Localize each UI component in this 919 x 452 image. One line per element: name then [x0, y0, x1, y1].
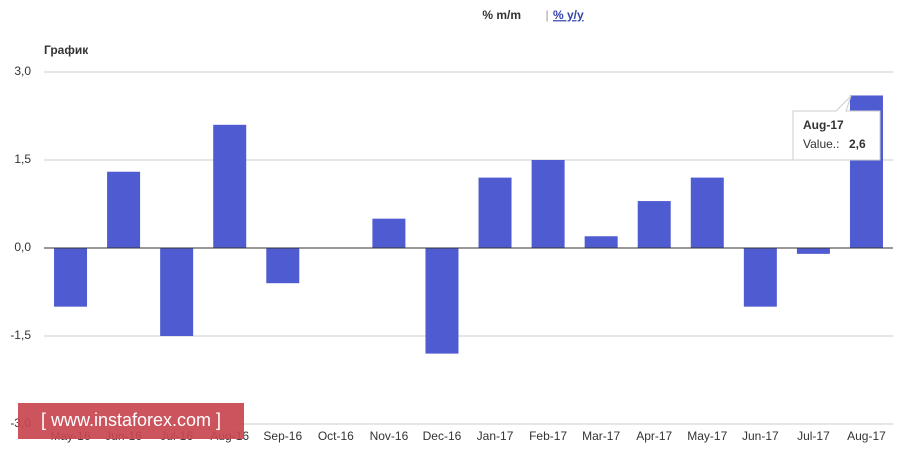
bar [796, 248, 830, 254]
bar [213, 124, 247, 248]
x-tick-label: Oct-16 [318, 429, 354, 443]
tooltip-title: Aug-17 [803, 118, 844, 132]
chart-title: График [44, 43, 89, 57]
x-tick-label: Jul-17 [797, 429, 830, 443]
tooltip-value: 2,6 [849, 137, 866, 151]
x-tick-label: Apr-17 [636, 429, 672, 443]
bar [54, 248, 88, 307]
tooltip-label: Value.: [803, 137, 839, 151]
watermark: [ www.instaforex.com ] [41, 410, 221, 430]
bar [531, 160, 565, 248]
x-tick-label: Mar-17 [582, 429, 620, 443]
x-tick-label: Jan-17 [477, 429, 514, 443]
x-tick-label: Sep-16 [263, 429, 302, 443]
x-tick-label: Feb-17 [529, 429, 567, 443]
bar [478, 177, 512, 248]
watermark-box [18, 403, 244, 439]
toggle-mm[interactable]: % m/m [482, 8, 521, 22]
y-tick-label: 0,0 [14, 240, 31, 254]
x-tick-label: Jun-17 [742, 429, 779, 443]
bar [107, 171, 141, 248]
x-tick-label: May-17 [687, 429, 727, 443]
toggle-separator: | [545, 8, 548, 22]
bar [160, 248, 194, 336]
x-tick-label: Dec-16 [423, 429, 462, 443]
y-tick-label: 1,5 [14, 152, 31, 166]
bar [637, 201, 671, 248]
tooltip [792, 95, 881, 161]
bar [425, 248, 459, 354]
bar [266, 248, 300, 284]
x-tick-label: Aug-17 [847, 429, 886, 443]
y-tick-label: 3,0 [14, 64, 31, 78]
toggle-yy[interactable]: % y/y [553, 8, 584, 22]
bar [584, 236, 618, 248]
bar [743, 248, 777, 307]
bar [372, 218, 406, 248]
y-tick-label: -1,5 [10, 328, 31, 342]
tooltip-box [792, 95, 881, 161]
x-tick-label: Nov-16 [370, 429, 409, 443]
bar [690, 177, 724, 248]
